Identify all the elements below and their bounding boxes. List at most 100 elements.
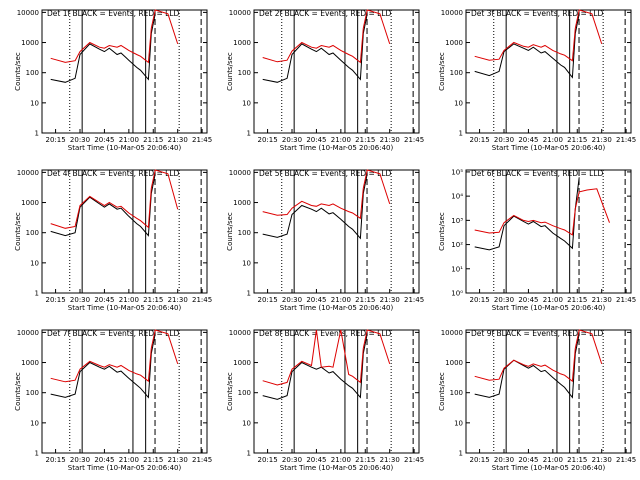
plot-panel-3: Det 3f BLACK = Events, RED = LLD 1 10 100 10… [438, 9, 636, 152]
x-tick-label: 21:30 [380, 296, 400, 304]
y-tick-label: 10 [30, 419, 39, 427]
y-tick-label: 1000 [445, 359, 463, 367]
x-axis-label: Start Time (10-Mar-05 20:06:40) [492, 464, 606, 472]
x-axis-label: Start Time (10-Mar-05 20:06:40) [492, 304, 606, 312]
y-tick-label: 10000 [17, 9, 39, 17]
x-tick-label: 20:15 [45, 136, 65, 144]
x-tick-label: 21:15 [567, 136, 587, 144]
plot-title: Det 3f BLACK = Events, RED = LLD [471, 9, 604, 18]
plot-frame [465, 329, 632, 454]
y-tick-label: 10 [30, 99, 39, 107]
series-line-lld [262, 169, 391, 220]
y-tick-label: 100 [26, 229, 39, 237]
x-tick-label: 21:00 [119, 296, 139, 304]
x-tick-label: 21:30 [380, 456, 400, 464]
y-tick-label: 100 [26, 69, 39, 77]
x-tick-label: 20:30 [70, 296, 90, 304]
y-tick-label: 1 [35, 130, 39, 138]
y-tick-label: 1000 [233, 39, 251, 47]
x-axis-label: Start Time (10-Mar-05 20:06:40) [68, 464, 182, 472]
y-tick-label: 1 [459, 450, 463, 458]
series-line-events [262, 333, 368, 400]
y-tick-label: 1000 [233, 199, 251, 207]
plot-title: Det 5f BLACK = Events, RED = LLD [259, 169, 392, 178]
x-axis-label: Start Time (10-Mar-05 20:06:40) [68, 144, 182, 152]
x-tick-label: 21:15 [143, 456, 163, 464]
x-tick-label: 20:15 [257, 296, 277, 304]
x-tick-label: 21:30 [592, 136, 612, 144]
y-tick-label: 10 [454, 419, 463, 427]
x-tick-label: 21:45 [616, 136, 636, 144]
x-tick-label: 20:45 [518, 456, 538, 464]
y-tick-label: 100 [26, 389, 39, 397]
x-tick-label: 20:30 [282, 456, 302, 464]
plot-frame [465, 9, 632, 134]
x-tick-label: 20:45 [306, 296, 326, 304]
y-tick-label: 1 [247, 290, 251, 298]
x-tick-label: 21:45 [616, 456, 636, 464]
series-line-events [474, 333, 580, 399]
x-tick-label: 20:45 [518, 296, 538, 304]
y-tick-label: 10³ [451, 217, 463, 225]
x-tick-label: 20:45 [518, 136, 538, 144]
series-line-events [50, 333, 156, 399]
y-tick-label: 100 [450, 69, 463, 77]
y-tick-label: 1 [459, 130, 463, 138]
y-tick-label: 10000 [17, 169, 39, 177]
x-axis-label: Start Time (10-Mar-05 20:06:40) [280, 304, 394, 312]
plot-panel-1: Det 1f BLACK = Events, RED = LLD 1 10 100 10… [14, 9, 212, 152]
x-tick-label: 21:45 [404, 296, 424, 304]
x-tick-label: 21:30 [168, 136, 188, 144]
series-line-events [50, 173, 156, 237]
y-axis-label: Counts/sec [14, 212, 22, 251]
x-tick-label: 21:15 [355, 456, 375, 464]
plot-title: Det 9f BLACK = Events, RED = LLD [471, 329, 604, 338]
y-tick-label: 10000 [229, 169, 251, 177]
y-axis-label: Counts/sec [226, 212, 234, 251]
y-tick-label: 10 [454, 99, 463, 107]
y-axis-label: Counts/sec [14, 52, 22, 91]
series-line-lld [262, 9, 391, 64]
x-tick-label: 21:45 [616, 296, 636, 304]
x-tick-label: 21:45 [404, 456, 424, 464]
plot-frame [41, 9, 208, 134]
series-line-events [474, 13, 580, 79]
plot-frame [41, 169, 208, 294]
series-line-lld [50, 329, 179, 383]
y-tick-label: 1000 [21, 39, 39, 47]
plot-title: Det 7f BLACK = Events, RED = LLD [47, 329, 180, 338]
x-tick-label: 21:30 [592, 296, 612, 304]
y-tick-label: 10 [242, 419, 251, 427]
series-line-lld [50, 169, 179, 229]
plot-frame [465, 169, 632, 294]
y-tick-label: 10⁵ [451, 168, 463, 176]
y-tick-label: 100 [238, 69, 251, 77]
plot-title: Det 1f BLACK = Events, RED = LLD [47, 9, 180, 18]
plot-title: Det 4f BLACK = Events, RED = LLD [47, 169, 180, 178]
y-tick-label: 1 [35, 450, 39, 458]
y-tick-label: 100 [238, 389, 251, 397]
x-tick-label: 21:15 [143, 296, 163, 304]
y-tick-label: 1 [247, 130, 251, 138]
x-tick-label: 21:00 [543, 296, 563, 304]
x-tick-label: 21:30 [168, 456, 188, 464]
x-tick-label: 20:30 [282, 296, 302, 304]
x-tick-label: 21:30 [380, 136, 400, 144]
x-tick-label: 21:15 [567, 296, 587, 304]
x-axis-label: Start Time (10-Mar-05 20:06:40) [280, 464, 394, 472]
series-line-events [262, 13, 368, 83]
y-tick-label: 10 [30, 259, 39, 267]
plot-title: Det 8f BLACK = Events, RED = LLD [259, 329, 392, 338]
plot-frame [41, 329, 208, 454]
y-tick-label: 10² [451, 241, 463, 249]
series-line-events [50, 13, 156, 83]
x-tick-label: 20:45 [94, 136, 114, 144]
y-tick-label: 10¹ [451, 265, 463, 273]
y-tick-label: 100 [450, 389, 463, 397]
series-line-lld [474, 188, 610, 236]
x-axis-label: Start Time (10-Mar-05 20:06:40) [68, 304, 182, 312]
x-tick-label: 20:15 [257, 456, 277, 464]
x-tick-label: 20:15 [45, 456, 65, 464]
x-tick-label: 20:30 [70, 136, 90, 144]
